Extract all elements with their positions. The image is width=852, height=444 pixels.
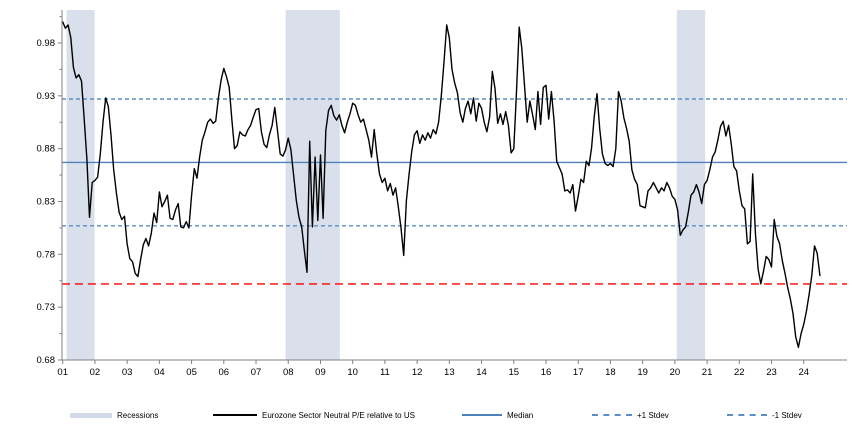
y-tick-label: 0.88 <box>37 144 56 155</box>
series-line <box>62 21 821 348</box>
recession-band <box>676 10 706 360</box>
x-tick-label: 09 <box>315 367 326 378</box>
legend-item-plus1-stdev: +1 Stdev <box>592 408 669 422</box>
x-tick-label: 24 <box>798 367 809 378</box>
recession-band <box>66 10 95 360</box>
recession-band <box>285 10 340 360</box>
x-tick-label: 03 <box>122 367 133 378</box>
legend-label: +1 Stdev <box>637 410 669 420</box>
series-line-swatch-icon <box>213 414 257 416</box>
x-tick-label: 01 <box>57 367 68 378</box>
x-tick-label: 15 <box>508 367 519 378</box>
x-tick-label: 04 <box>154 367 165 378</box>
y-tick-label: 0.93 <box>37 91 56 102</box>
chart-legend: Recessions Eurozone Sector Neutral P/E r… <box>0 408 852 428</box>
x-tick-label: 11 <box>380 367 390 378</box>
x-tick-label: 12 <box>412 367 423 378</box>
x-tick-label: 07 <box>251 367 262 378</box>
x-tick-label: 10 <box>347 367 358 378</box>
x-tick-label: 14 <box>476 367 487 378</box>
y-tick-label: 0.73 <box>37 302 56 313</box>
legend-label: Median <box>507 410 534 420</box>
x-tick-label: 20 <box>670 367 681 378</box>
x-tick-label: 05 <box>186 367 197 378</box>
plus1-stdev-swatch-icon <box>592 414 632 416</box>
legend-label: Eurozone Sector Neutral P/E relative to … <box>262 410 415 420</box>
minus1-stdev-swatch-icon <box>727 414 767 416</box>
x-tick-label: 17 <box>573 367 584 378</box>
legend-label: -1 Stdev <box>772 410 802 420</box>
x-tick-label: 13 <box>444 367 455 378</box>
legend-item-median: Median <box>462 408 533 422</box>
x-tick-label: 21 <box>702 367 713 378</box>
x-tick-label: 16 <box>541 367 552 378</box>
y-tick-label: 0.98 <box>37 38 56 49</box>
legend-item-minus1-stdev: -1 Stdev <box>727 408 802 422</box>
x-tick-label: 08 <box>283 367 294 378</box>
legend-item-series: Eurozone Sector Neutral P/E relative to … <box>213 408 415 422</box>
x-tick-label: 22 <box>734 367 745 378</box>
x-tick-label: 23 <box>766 367 777 378</box>
median-line-swatch-icon <box>462 414 502 416</box>
legend-label: Recessions <box>117 410 159 420</box>
x-tick-label: 19 <box>637 367 648 378</box>
y-tick-label: 0.78 <box>37 249 56 260</box>
y-tick-label: 0.83 <box>37 196 56 207</box>
recession-swatch-icon <box>70 412 112 418</box>
x-tick-label: 18 <box>605 367 616 378</box>
y-tick-label: 0.68 <box>37 355 56 366</box>
x-tick-label: 06 <box>219 367 230 378</box>
legend-item-recessions: Recessions <box>70 408 158 422</box>
x-tick-label: 02 <box>90 367 101 378</box>
